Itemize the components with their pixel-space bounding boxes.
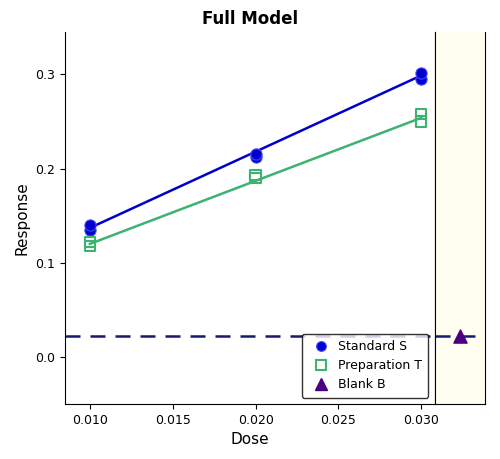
Point: [418, 69, 426, 76]
Point: [86, 242, 94, 249]
Point: [252, 174, 260, 182]
Title: Full Model: Full Model: [202, 10, 298, 28]
Point: [252, 172, 260, 179]
Point: [86, 221, 94, 229]
Point: [86, 238, 94, 246]
Y-axis label: Response: Response: [14, 181, 30, 255]
Legend: Standard S, Preparation T, Blank B: Standard S, Preparation T, Blank B: [302, 334, 428, 397]
Point: [252, 154, 260, 161]
X-axis label: Dose: Dose: [230, 432, 269, 447]
Point: [418, 110, 426, 118]
Point: [252, 151, 260, 158]
Point: [456, 332, 464, 340]
Point: [86, 226, 94, 234]
Point: [418, 118, 426, 125]
Point: [418, 76, 426, 83]
